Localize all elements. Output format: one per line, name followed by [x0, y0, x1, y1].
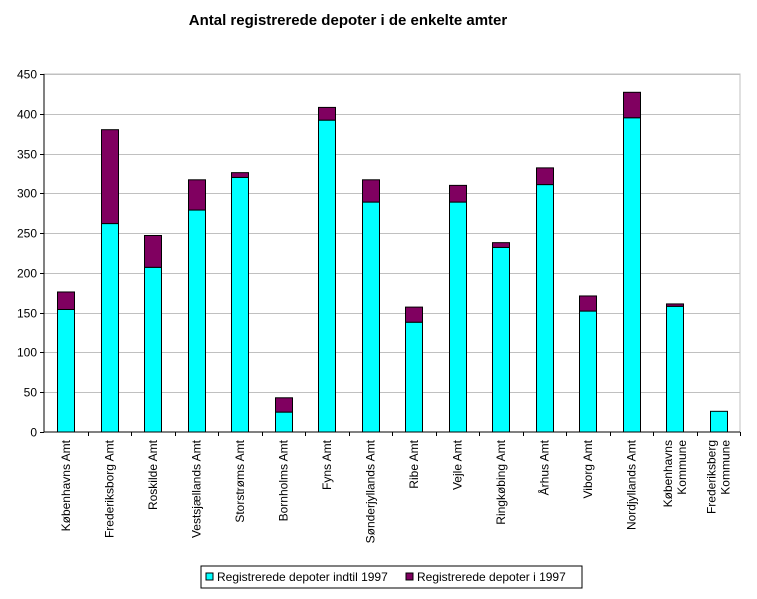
y-tick-label: 400 — [17, 108, 37, 122]
bar-segment-in-1997 — [579, 295, 597, 312]
y-tick-label: 450 — [17, 68, 37, 82]
legend-label-until-1997: Registrerede depoter indtil 1997 — [217, 570, 388, 584]
bar-segment-in-1997 — [362, 179, 380, 203]
x-tick-label-line: Fyns Amt — [320, 439, 334, 490]
bar-segment-until-1997 — [666, 305, 684, 433]
x-tick-label-line: Bornholms Amt — [276, 439, 290, 521]
bar-segment-until-1997 — [492, 246, 510, 433]
x-tick-label-line: Århus Amt — [536, 439, 551, 495]
x-tick-label-line: Frederiksberg — [704, 440, 718, 514]
bar-segment-in-1997 — [666, 303, 684, 307]
y-tick-label: 100 — [17, 346, 37, 360]
x-tick-label-line: Storstrøms Amt — [233, 439, 247, 522]
x-tick-label-line: Københavns — [661, 440, 675, 507]
x-tick-label-line: Viborg Amt — [581, 439, 595, 498]
legend-swatch-in-1997 — [405, 572, 414, 581]
legend-swatch-until-1997 — [205, 572, 214, 581]
x-tick-label: Ringkøbing Amt — [494, 439, 508, 524]
bar-segment-in-1997 — [623, 91, 641, 119]
x-tick-label: Vejle Amt — [450, 439, 464, 490]
x-tick-label: Sønderjyllands Amt — [363, 439, 377, 543]
bar-segment-until-1997 — [623, 117, 641, 433]
bar-segment-in-1997 — [188, 179, 206, 211]
x-tick-label: Storstrøms Amt — [233, 439, 247, 522]
x-tick-label-line: Nordjyllands Amt — [624, 439, 638, 530]
x-tick-label-line: Vestsjællands Amt — [189, 439, 203, 538]
bar-segment-until-1997 — [144, 266, 162, 433]
bar-segment-until-1997 — [710, 410, 728, 433]
x-tick-label: Nordjyllands Amt — [624, 439, 638, 530]
x-tick-label: Bornholms Amt — [276, 439, 290, 521]
y-tick-label: 350 — [17, 148, 37, 162]
bar-segment-until-1997 — [536, 184, 554, 433]
x-tick-label: Københavns Kommune — [661, 440, 689, 508]
bar-segment-until-1997 — [579, 310, 597, 433]
x-tick-label-line: Vejle Amt — [450, 439, 464, 490]
x-tick-label-line: Roskilde Amt — [146, 439, 160, 510]
x-tick-label: Århus Amt — [536, 439, 551, 495]
bar-segment-until-1997 — [57, 308, 75, 433]
x-tick-label: Frederiksborg Amt — [102, 439, 116, 538]
legend-label-in-1997: Registrerede depoter i 1997 — [417, 570, 566, 584]
x-tick-label: Frederiksberg Kommune — [704, 440, 732, 514]
x-tick-label: Københavns Amt — [59, 439, 73, 531]
bar-segment-in-1997 — [536, 167, 554, 186]
bar-segment-until-1997 — [101, 223, 119, 433]
x-tick-label-line: Ribe Amt — [407, 439, 421, 488]
y-tick-label: 0 — [30, 426, 37, 440]
x-tick-label-line: Frederiksborg Amt — [102, 439, 116, 538]
x-tick-label-line: Sønderjyllands Amt — [363, 439, 377, 543]
bar-segment-in-1997 — [144, 234, 162, 268]
x-tick-label: Roskilde Amt — [146, 439, 160, 510]
bar-segment-in-1997 — [492, 242, 510, 248]
y-axis-tick-labels: 0 50 100 150 200 250 300 350 400 450 — [17, 68, 37, 440]
bar-segment-until-1997 — [231, 176, 249, 433]
x-tick-label-line: Kommune — [675, 440, 689, 495]
bar-segment-until-1997 — [362, 201, 380, 433]
bar-segment-until-1997 — [275, 411, 293, 433]
legend-box — [200, 565, 583, 589]
x-tick-label-line: Københavns Amt — [59, 439, 73, 531]
y-tick-label: 250 — [17, 227, 37, 241]
bar-segment-until-1997 — [318, 119, 336, 433]
bar-segment-until-1997 — [188, 209, 206, 433]
x-tick-label-line: Ringkøbing Amt — [494, 439, 508, 524]
bar-segment-in-1997 — [405, 306, 423, 323]
x-tick-label-line: Kommune — [718, 440, 732, 495]
y-tick-label: 300 — [17, 187, 37, 201]
y-tick-label: 200 — [17, 267, 37, 281]
bar-segment-until-1997 — [449, 201, 467, 433]
y-tick-label: 50 — [24, 386, 38, 400]
bar-segment-until-1997 — [405, 321, 423, 433]
x-tick-label: Ribe Amt — [407, 439, 421, 488]
y-tick-label: 150 — [17, 307, 37, 321]
legend: Registrerede depoter indtil 1997 Registr… — [200, 565, 583, 589]
bar-segment-in-1997 — [275, 397, 293, 413]
x-tick-label: Viborg Amt — [581, 439, 595, 498]
x-tick-label: Vestsjællands Amt — [189, 439, 203, 538]
bar-segment-in-1997 — [449, 184, 467, 203]
bar-segment-in-1997 — [318, 106, 336, 121]
chart-title: Antal registrerede depoter i de enkelte … — [189, 12, 508, 29]
x-axis-tick-labels: Københavns Amt Frederiksborg Amt Roskilde … — [59, 432, 741, 543]
bar-segment-in-1997 — [101, 129, 119, 225]
x-tick-label: Fyns Amt — [320, 439, 334, 490]
bar-segment-in-1997 — [231, 172, 249, 178]
bar-segment-in-1997 — [57, 291, 75, 310]
bars — [57, 91, 728, 433]
